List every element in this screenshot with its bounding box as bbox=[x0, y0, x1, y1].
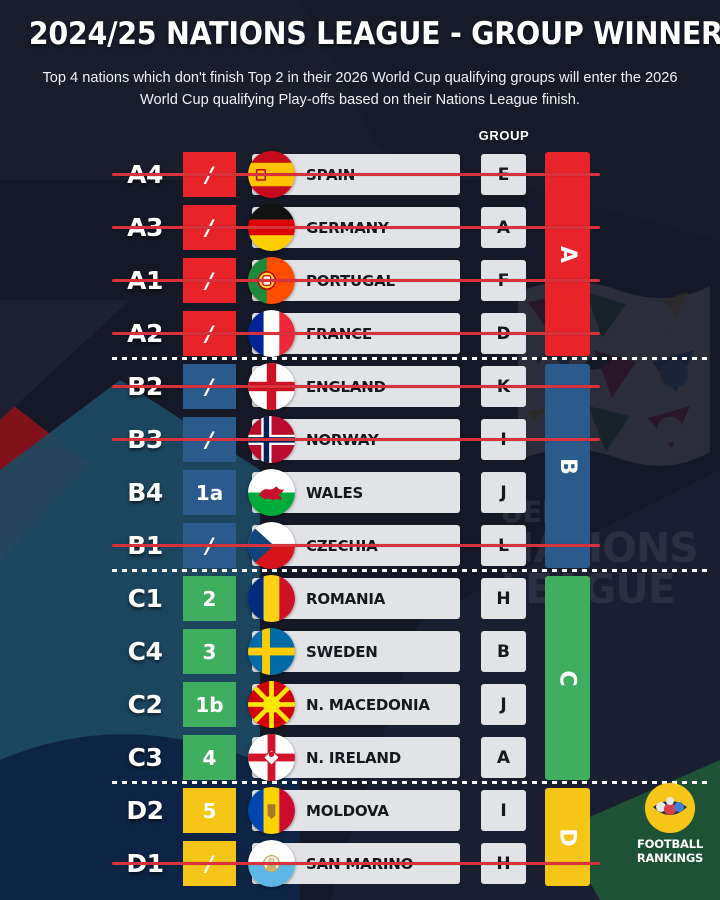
table-row: B2/ENGLANDK bbox=[0, 360, 720, 413]
table-row: A1/PORTUGAL F bbox=[0, 254, 720, 307]
row-group-box: J bbox=[481, 684, 526, 725]
league-bar-d: D bbox=[545, 788, 590, 886]
group-column-header: GROUP bbox=[478, 128, 530, 143]
row-group-box: J bbox=[481, 472, 526, 513]
league-bar-c: C bbox=[545, 576, 590, 780]
row-nation-label: MOLDOVA bbox=[306, 801, 389, 820]
league-bar-label: B bbox=[555, 457, 580, 475]
league-bar-label: D bbox=[554, 827, 580, 847]
standings-table: A4/SPAIN EA3/GERMANYAA1/PORTUGAL FA2/FRA… bbox=[0, 148, 720, 890]
row-rank: B4 bbox=[127, 478, 163, 507]
sweden-flag bbox=[248, 628, 295, 675]
table-row: C3 4 N. IRELAND A bbox=[0, 731, 720, 784]
row-rank: D2 bbox=[126, 796, 164, 825]
row-strikethrough-line bbox=[112, 385, 600, 388]
row-strikethrough-line bbox=[112, 279, 600, 282]
row-group-box: B bbox=[481, 631, 526, 672]
league-divider bbox=[112, 781, 712, 784]
row-group-box: A bbox=[481, 737, 526, 778]
moldova-flag bbox=[248, 787, 295, 834]
row-strikethrough-line bbox=[112, 332, 600, 335]
page-title: 2024/25 NATIONS LEAGUE - GROUP WINNERS bbox=[28, 16, 720, 52]
row-group-box: H bbox=[481, 578, 526, 619]
league-bar-a: A bbox=[545, 152, 590, 356]
table-row: A3/GERMANYA bbox=[0, 201, 720, 254]
row-strikethrough-line bbox=[112, 173, 600, 176]
row-rank: C3 bbox=[127, 743, 163, 772]
logo-line-2: RANKINGS bbox=[636, 850, 704, 865]
row-seed-badge: 5 bbox=[183, 788, 236, 833]
row-strikethrough-line bbox=[112, 226, 600, 229]
logo-line-1: FOOTBALL bbox=[637, 837, 703, 851]
row-seed-badge: 3 bbox=[183, 629, 236, 674]
macedonia-flag bbox=[248, 681, 295, 728]
logo-text: FOOTBALL RANKINGS bbox=[632, 837, 708, 865]
nireland-flag bbox=[248, 734, 295, 781]
page-subtitle: Top 4 nations which don't finish Top 2 i… bbox=[42, 70, 678, 108]
brand-logo: FOOTBALL RANKINGS bbox=[632, 783, 708, 865]
row-seed-badge: 4 bbox=[183, 735, 236, 780]
league-divider bbox=[112, 569, 712, 572]
table-row: C4 3 SWEDEN B bbox=[0, 625, 720, 678]
row-rank: C1 bbox=[127, 584, 163, 613]
row-nation-label: SWEDEN bbox=[306, 642, 378, 661]
row-rank: C2 bbox=[127, 690, 163, 719]
row-nation-label: WALES bbox=[306, 483, 364, 502]
row-nation-label: N. IRELAND bbox=[306, 748, 402, 767]
league-bar-b: B bbox=[545, 364, 590, 568]
league-bar-label: C bbox=[555, 669, 580, 687]
table-row: B4 1a WALES J bbox=[0, 466, 720, 519]
table-row: C1 2 ROMANIA H bbox=[0, 572, 720, 625]
watermark-line-2: NATIONS bbox=[500, 523, 699, 572]
table-row: D1/SAN MARINO H bbox=[0, 837, 720, 890]
row-nation-label: N. MACEDONIA bbox=[306, 695, 430, 714]
romania-flag bbox=[248, 575, 295, 622]
row-strikethrough-line bbox=[112, 544, 600, 547]
germany-flag bbox=[248, 204, 295, 251]
logo-badge-icon bbox=[645, 783, 695, 833]
row-strikethrough-line bbox=[112, 862, 600, 865]
league-bar-label: A bbox=[555, 245, 580, 263]
row-seed-badge: 1b bbox=[183, 682, 236, 727]
table-row: D2 5 MOLDOVA I bbox=[0, 784, 720, 837]
league-divider bbox=[112, 357, 712, 360]
row-rank: C4 bbox=[127, 637, 163, 666]
header: 2024/25 NATIONS LEAGUE - GROUP WINNERS T… bbox=[0, 0, 720, 111]
row-group-box: I bbox=[481, 790, 526, 831]
france-flag bbox=[248, 310, 295, 357]
row-strikethrough-line bbox=[112, 438, 600, 441]
table-row: A2/FRANCED bbox=[0, 307, 720, 360]
row-seed-badge: 1a bbox=[183, 470, 236, 515]
table-row: C2 1b N. MACEDONIA J bbox=[0, 678, 720, 731]
wales-flag bbox=[248, 469, 295, 516]
row-seed-badge: 2 bbox=[183, 576, 236, 621]
row-nation-label: ROMANIA bbox=[306, 589, 386, 608]
table-row: B3/NORWAY I bbox=[0, 413, 720, 466]
table-row: B1/CZECHIAL bbox=[0, 519, 720, 572]
table-row: A4/SPAIN E bbox=[0, 148, 720, 201]
